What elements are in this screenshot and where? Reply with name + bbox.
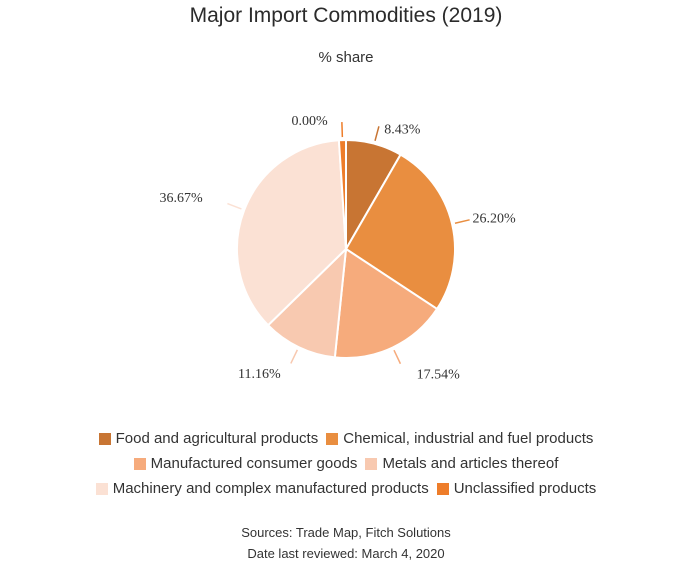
data-label-unclassified: 0.00% bbox=[292, 114, 329, 129]
leader-line-food bbox=[374, 126, 380, 142]
legend-swatch bbox=[95, 482, 108, 495]
leader-line-chemical bbox=[454, 219, 470, 224]
leader-line-consumer-goods bbox=[393, 349, 402, 365]
legend-item-chemical[interactable]: Chemical, industrial and fuel products bbox=[326, 430, 593, 447]
sources-text: Sources: Trade Map, Fitch Solutions bbox=[241, 525, 451, 540]
pie-slice-chemical[interactable] bbox=[344, 153, 456, 311]
legend-label: Manufactured consumer goods bbox=[150, 455, 358, 472]
legend-item-metals[interactable]: Metals and articles thereof bbox=[365, 455, 558, 472]
legend-swatch bbox=[326, 432, 339, 445]
pie-slice-metals[interactable] bbox=[266, 246, 348, 359]
legend-label: Metals and articles thereof bbox=[382, 455, 559, 472]
chart-footer: Sources: Trade Map, Fitch Solutions Date… bbox=[0, 522, 692, 564]
pie-slice-consumer-goods[interactable] bbox=[333, 247, 439, 359]
data-label-consumer-goods: 17.54% bbox=[417, 367, 461, 382]
pie-slice-unclassified[interactable] bbox=[337, 138, 347, 250]
reviewed-date-text: Date last reviewed: March 4, 2020 bbox=[247, 546, 445, 561]
leader-line-machinery bbox=[227, 202, 242, 210]
legend-item-unclassified[interactable]: Unclassified products bbox=[436, 480, 597, 497]
legend-label: Chemical, industrial and fuel products bbox=[343, 430, 594, 447]
data-label-chemical: 26.20% bbox=[472, 212, 516, 227]
legend-swatch bbox=[436, 482, 449, 495]
data-label-metals: 11.16% bbox=[238, 367, 281, 382]
pie-slice-machinery[interactable] bbox=[236, 139, 348, 327]
legend-swatch bbox=[98, 432, 111, 445]
legend-swatch bbox=[365, 457, 378, 470]
legend-item-consumer-goods[interactable]: Manufactured consumer goods bbox=[133, 455, 358, 472]
data-label-machinery: 36.67% bbox=[160, 191, 204, 206]
legend-label: Machinery and complex manufactured produ… bbox=[112, 480, 429, 497]
pie-chart: 8.43% 26.20% 17.54% 11.16% 36.67% 0.00% bbox=[160, 114, 516, 382]
chart-subtitle: % share bbox=[318, 49, 374, 66]
chart-title: Major Import Commodities (2019) bbox=[189, 4, 503, 27]
legend: Food and agricultural products Chemical,… bbox=[0, 426, 692, 501]
legend-swatch bbox=[133, 457, 146, 470]
data-label-food: 8.43% bbox=[384, 123, 421, 138]
legend-item-machinery[interactable]: Machinery and complex manufactured produ… bbox=[95, 480, 429, 497]
legend-label: Unclassified products bbox=[453, 480, 597, 497]
legend-label: Food and agricultural products bbox=[115, 430, 319, 447]
leader-line-metals bbox=[290, 349, 299, 364]
legend-item-food[interactable]: Food and agricultural products bbox=[98, 430, 319, 447]
